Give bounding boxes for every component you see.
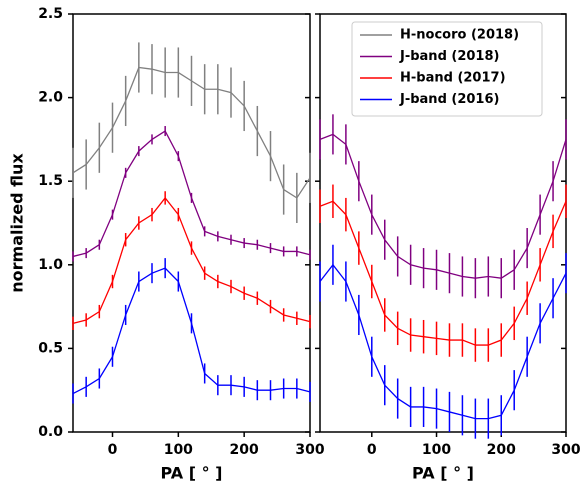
legend-label: J-band (2016) [399, 92, 499, 107]
x-tick-label: 200 [487, 442, 516, 458]
x-tick-label: 300 [551, 442, 580, 458]
y-tick-label: 0.5 [38, 340, 63, 356]
series-line [319, 263, 567, 420]
legend-label: J-band (2018) [399, 49, 499, 64]
legend-label: H-band (2017) [400, 71, 506, 86]
plot-frame [72, 13, 311, 433]
x-tick-label: 200 [230, 442, 259, 458]
series-line [319, 133, 567, 279]
x-axis-label: PA [ ° ] [161, 464, 223, 483]
x-tick-label: 300 [295, 442, 324, 458]
x-tick-label: 100 [422, 442, 451, 458]
series-line [72, 196, 311, 324]
x-tick-label: 100 [164, 442, 193, 458]
x-axis-label: PA [ ° ] [412, 464, 474, 483]
y-axis-label: normalized flux [8, 153, 27, 293]
y-tick-label: 1.0 [38, 257, 63, 273]
legend-box [351, 21, 543, 117]
x-tick-label: 0 [367, 442, 377, 458]
y-tick-label: 0.0 [38, 424, 63, 440]
y-tick-label: 2.5 [38, 6, 63, 22]
legend-label: H-nocoro (2018) [400, 28, 519, 43]
y-tick-label: 1.5 [38, 173, 63, 189]
x-tick-label: 0 [108, 442, 118, 458]
series-line [319, 200, 567, 346]
y-tick-label: 2.0 [38, 90, 63, 106]
